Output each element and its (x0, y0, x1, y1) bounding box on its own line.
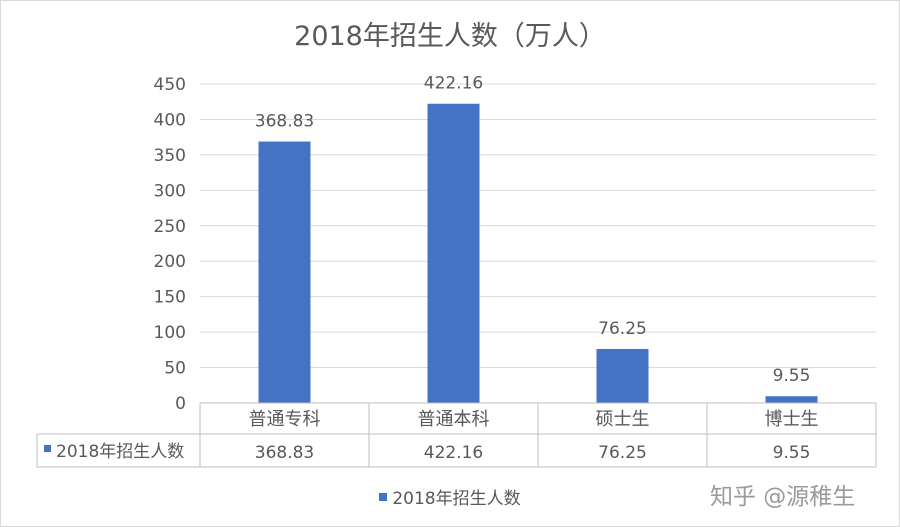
y-tick-label: 350 (154, 146, 186, 166)
data-label: 9.55 (773, 366, 811, 386)
legend-label: 2018年招生人数 (392, 489, 521, 509)
y-tick-label: 100 (154, 323, 186, 343)
x-tick-label: 博士生 (765, 409, 819, 430)
y-tick-label: 150 (154, 288, 186, 308)
chart-title: 2018年招生人数（万人） (294, 21, 606, 52)
bar (765, 396, 818, 403)
x-tick-label: 普通本科 (418, 409, 490, 430)
bar (427, 103, 480, 403)
bar (596, 348, 649, 403)
y-tick-label: 50 (164, 359, 186, 379)
table-cell-value: 422.16 (424, 443, 483, 463)
y-tick-label: 450 (154, 75, 186, 95)
bar (258, 141, 311, 403)
chart-legend: 2018年招生人数 (0, 484, 900, 509)
data-label: 368.83 (255, 112, 314, 132)
y-tick-label: 200 (154, 252, 186, 272)
table-cell-value: 368.83 (255, 443, 314, 463)
data-label: 76.25 (598, 319, 647, 339)
table-cell-value: 76.25 (598, 443, 647, 463)
y-tick-label: 0 (175, 394, 186, 414)
x-tick-label: 硕士生 (596, 409, 650, 430)
legend-swatch (379, 493, 388, 501)
data-label: 422.16 (424, 74, 483, 94)
table-cell-value: 9.55 (773, 443, 811, 463)
table-legend-key (44, 445, 51, 452)
y-tick-label: 400 (154, 110, 186, 130)
table-series-label: 2018年招生人数 (56, 442, 184, 462)
y-tick-label: 250 (154, 217, 186, 237)
x-tick-label: 普通专科 (249, 409, 321, 430)
watermark: 知乎 @源稚生 (710, 484, 856, 510)
y-tick-label: 300 (154, 181, 186, 201)
